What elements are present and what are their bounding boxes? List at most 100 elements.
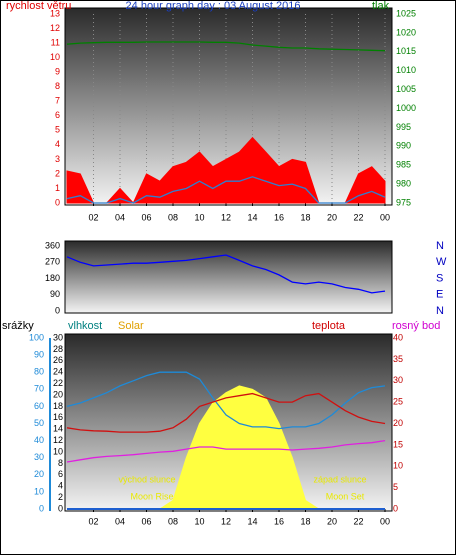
y-tick-label: 13 (50, 8, 60, 18)
x-tick-label: 02 (88, 212, 98, 222)
y-tick-label: 180 (45, 273, 60, 283)
y2-tick-label: 1015 (396, 46, 416, 56)
y-tick-label: 8 (55, 81, 60, 91)
x-tick-label: 06 (141, 212, 151, 222)
y3-tick-label: 10 (53, 446, 63, 456)
x-tick-label: 20 (327, 516, 337, 526)
line (66, 254, 386, 294)
y2-tick-label: 990 (396, 141, 411, 151)
y3-tick-label: 26 (53, 355, 63, 365)
chart-title: 24 hour graph day : 03 August 2016 (126, 0, 301, 12)
y2-tick-label: 975 (396, 197, 411, 207)
y-tick-label: 0 (55, 197, 60, 207)
y-tick-label: 80 (34, 367, 44, 377)
y2-tick-label: 1020 (396, 27, 416, 37)
series-label: srážky (2, 320, 34, 332)
x-tick-label: 12 (221, 516, 231, 526)
series-label: Solar (118, 320, 144, 332)
y2-tick-label: 30 (393, 375, 403, 385)
line (66, 371, 386, 430)
x-tick-label: 06 (141, 516, 151, 526)
y-tick-label: 0 (39, 503, 44, 513)
x-tick-label: 08 (168, 212, 178, 222)
annotation: východ slunce (118, 474, 175, 484)
x-tick-label: 18 (300, 212, 310, 222)
y-tick-label: 270 (45, 257, 60, 267)
series-label: teplota (312, 320, 346, 332)
line (66, 392, 386, 433)
y2-tick-label: 5 (393, 482, 398, 492)
y-tick-label: 90 (34, 349, 44, 359)
y2-tick-label: E (436, 289, 443, 301)
x-tick-label: 16 (274, 516, 284, 526)
y-tick-label: 5 (55, 125, 60, 135)
y3-tick-label: 20 (53, 389, 63, 399)
y2-tick-label: 10 (393, 461, 403, 471)
y3-tick-label: 14 (53, 424, 63, 434)
y-tick-label: 100 (29, 332, 44, 342)
y2-axis-label: tlak (372, 0, 390, 12)
y-tick-label: 11 (51, 37, 60, 47)
series-label: vlhkost (68, 320, 102, 332)
y-tick-label: 2 (55, 168, 60, 178)
x-tick-label: 14 (247, 516, 257, 526)
y-axis-label: rychlost větru (6, 0, 71, 12)
y3-tick-label: 18 (53, 401, 63, 411)
x-tick-label: 14 (247, 212, 257, 222)
y2-tick-label: 35 (393, 354, 403, 364)
y3-tick-label: 0 (58, 503, 63, 513)
y-tick-label: 7 (55, 96, 60, 106)
y3-tick-label: 6 (58, 469, 63, 479)
y2-tick-label: 15 (393, 439, 403, 449)
annotation: západ slunce (313, 474, 366, 484)
y-tick-label: 60 (34, 401, 44, 411)
y-tick-label: 10 (50, 52, 60, 62)
y3-tick-label: 2 (58, 492, 63, 502)
line (66, 41, 386, 52)
y2-tick-label: N (436, 305, 444, 317)
y-tick-label: 30 (34, 452, 44, 462)
x-tick-label: 00 (380, 516, 390, 526)
y3-tick-label: 28 (53, 344, 63, 354)
x-tick-label: 04 (115, 212, 125, 222)
x-tick-label: 04 (115, 516, 125, 526)
x-tick-label: 08 (168, 516, 178, 526)
y2-tick-label: 980 (396, 178, 411, 188)
y-tick-label: 3 (55, 154, 60, 164)
line (66, 439, 386, 463)
y-tick-label: 10 (34, 486, 44, 496)
y2-tick-label: 20 (393, 418, 403, 428)
y2-tick-label: N (436, 240, 444, 252)
y-tick-label: 0 (55, 305, 60, 315)
y-tick-label: 6 (55, 110, 60, 120)
y2-tick-label: W (436, 256, 447, 268)
y-tick-label: 40 (34, 435, 44, 445)
y-tick-label: 12 (50, 23, 60, 33)
y2-tick-label: 40 (393, 332, 403, 342)
y-tick-label: 20 (34, 469, 44, 479)
y3-tick-label: 16 (53, 412, 63, 422)
y2-tick-label: 1010 (396, 65, 416, 75)
annotation: Moon Rise (130, 491, 173, 501)
y-tick-label: 9 (55, 67, 60, 77)
y3-tick-label: 12 (53, 435, 63, 445)
area (66, 136, 386, 204)
y-tick-label: 50 (34, 418, 44, 428)
series-label: rosný bod (392, 320, 440, 332)
y3-tick-label: 4 (58, 481, 63, 491)
plot-area-direction (64, 240, 393, 314)
line (66, 176, 386, 204)
x-tick-label: 10 (194, 212, 204, 222)
x-tick-label: 16 (274, 212, 284, 222)
y3-tick-label: 30 (53, 332, 63, 342)
y2-tick-label: 0 (393, 503, 398, 513)
y2-tick-label: 1005 (396, 84, 416, 94)
y2-tick-label: 25 (393, 397, 403, 407)
y2-tick-label: 1025 (396, 8, 416, 18)
y3-tick-label: 24 (53, 367, 63, 377)
x-tick-label: 10 (194, 516, 204, 526)
y2-tick-label: 985 (396, 160, 411, 170)
x-tick-label: 02 (88, 516, 98, 526)
y2-tick-label: 1000 (396, 103, 416, 113)
